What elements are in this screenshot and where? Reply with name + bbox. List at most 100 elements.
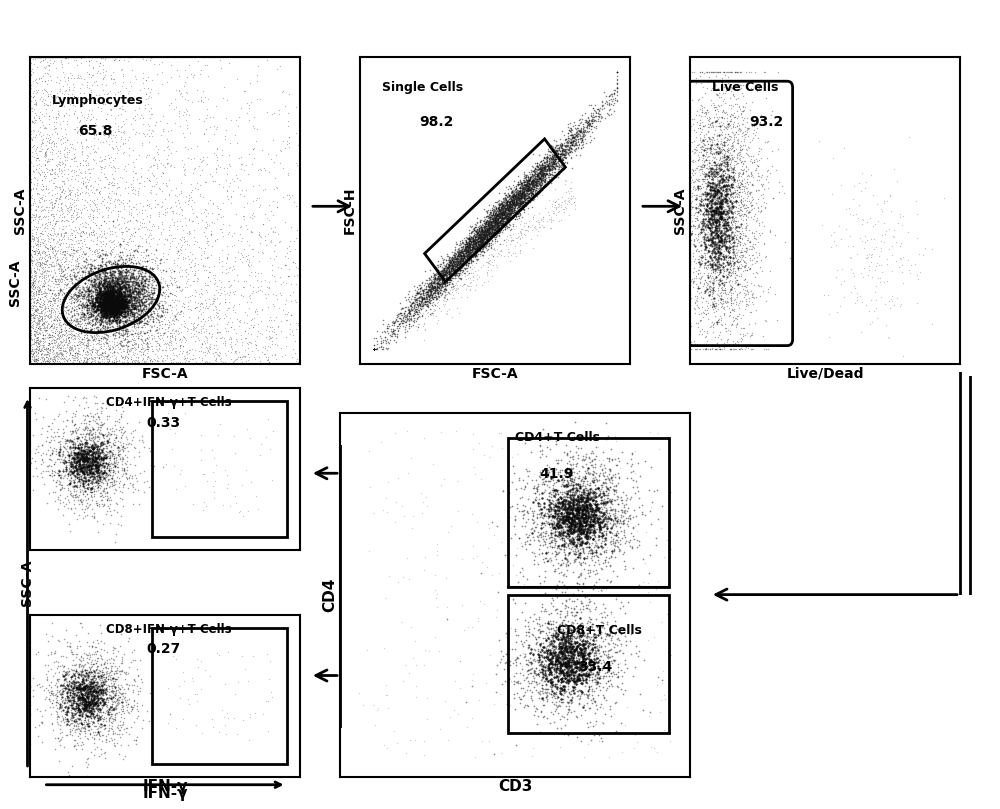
Point: [477, 219, 493, 232]
Point: [84, 429, 100, 442]
Point: [91, 664, 107, 677]
Point: [51, 50, 67, 63]
Point: [75, 511, 91, 524]
Point: [544, 531, 560, 544]
Point: [177, 320, 193, 333]
Point: [709, 213, 725, 226]
Point: [613, 637, 629, 650]
Point: [462, 245, 478, 258]
Point: [605, 532, 621, 545]
Point: [81, 316, 97, 329]
Point: [23, 252, 39, 265]
Point: [65, 393, 81, 406]
Point: [109, 194, 125, 207]
Point: [87, 295, 103, 308]
Point: [584, 621, 600, 633]
Point: [76, 697, 92, 710]
Point: [44, 336, 60, 349]
Point: [602, 513, 618, 526]
Point: [125, 156, 141, 169]
Point: [606, 542, 622, 555]
Point: [78, 325, 94, 338]
Point: [149, 292, 165, 305]
Point: [465, 235, 481, 248]
Point: [258, 239, 274, 252]
Point: [114, 279, 130, 292]
Point: [596, 85, 612, 98]
Point: [53, 198, 69, 211]
Point: [505, 193, 521, 206]
Point: [90, 178, 106, 191]
Point: [96, 435, 112, 448]
Point: [97, 305, 113, 318]
Point: [29, 50, 45, 63]
Point: [88, 289, 104, 302]
Point: [102, 297, 118, 310]
Point: [103, 161, 119, 174]
Point: [84, 294, 100, 307]
Point: [711, 197, 727, 210]
Point: [481, 221, 497, 234]
Point: [704, 223, 720, 236]
Point: [471, 229, 487, 242]
Point: [27, 50, 43, 63]
Point: [513, 176, 529, 189]
Point: [76, 86, 92, 99]
Point: [555, 657, 571, 670]
Point: [62, 268, 78, 281]
Point: [559, 524, 575, 537]
Point: [566, 430, 582, 443]
Point: [116, 145, 132, 158]
Point: [102, 292, 118, 305]
Point: [207, 234, 223, 247]
Point: [526, 547, 542, 560]
Point: [564, 502, 580, 515]
Point: [105, 299, 121, 312]
Point: [474, 243, 490, 256]
Point: [102, 225, 118, 238]
Point: [30, 50, 46, 63]
Point: [694, 102, 710, 115]
Point: [79, 299, 95, 312]
Point: [456, 277, 472, 290]
Point: [596, 655, 612, 668]
Point: [91, 671, 107, 684]
Point: [90, 468, 106, 481]
Point: [147, 50, 163, 63]
Point: [450, 255, 466, 268]
Point: [550, 492, 566, 505]
Point: [83, 307, 99, 320]
Point: [551, 160, 567, 173]
Point: [88, 338, 104, 351]
Point: [589, 502, 605, 515]
Point: [582, 517, 598, 530]
Point: [97, 293, 113, 306]
Point: [544, 153, 560, 166]
Point: [142, 54, 158, 67]
Point: [292, 303, 308, 316]
Point: [39, 155, 55, 168]
Point: [106, 290, 122, 303]
Point: [100, 209, 116, 222]
Point: [517, 648, 533, 661]
Point: [712, 205, 728, 218]
Point: [36, 310, 52, 323]
Point: [547, 505, 563, 518]
Point: [64, 50, 80, 63]
Point: [682, 279, 698, 292]
Point: [90, 451, 106, 464]
Point: [94, 444, 110, 457]
Point: [99, 50, 115, 63]
Point: [54, 324, 70, 337]
Point: [449, 255, 465, 268]
Point: [120, 299, 136, 311]
Point: [195, 468, 211, 481]
Point: [157, 160, 173, 173]
Point: [96, 303, 112, 316]
Point: [484, 215, 500, 228]
Point: [55, 463, 71, 476]
Point: [46, 330, 62, 343]
Point: [292, 235, 308, 248]
Point: [431, 282, 447, 294]
Point: [501, 201, 517, 214]
